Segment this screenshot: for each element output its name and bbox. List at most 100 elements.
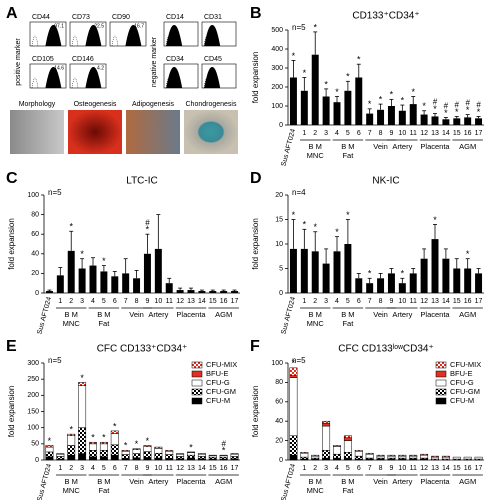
n-label: n=5	[292, 356, 306, 365]
bar-segment	[110, 433, 119, 446]
bar-segment	[176, 456, 185, 459]
x-tick-label: 16	[464, 298, 472, 305]
bar	[100, 271, 108, 293]
bar-segment	[333, 453, 341, 459]
bar	[45, 291, 53, 293]
legend-swatch	[191, 388, 203, 396]
group-label: B M	[97, 477, 110, 486]
significance: *	[433, 215, 437, 225]
bar-segment	[56, 456, 65, 460]
bar-segment	[56, 453, 65, 457]
x-tick-label: 7	[368, 465, 372, 472]
bar-segment	[187, 457, 195, 461]
bar-segment	[132, 449, 141, 454]
y-axis-label: fold expansion	[251, 386, 260, 438]
panel-letter: A	[6, 5, 18, 22]
bar-segment	[300, 451, 309, 454]
x-tick-label: 16	[464, 465, 472, 472]
significance: *	[455, 107, 459, 117]
x-tick-label: 12	[420, 130, 428, 137]
x-tick-label: 4	[335, 465, 339, 472]
bar-segment	[132, 448, 141, 450]
bar-segment	[45, 456, 54, 461]
bar-segment	[121, 450, 130, 452]
marker-name: CD34	[166, 56, 184, 63]
y-axis-label: fold expansion	[251, 52, 260, 104]
x-tick-label: 15	[209, 465, 217, 472]
x-tick-label: 8	[135, 298, 139, 305]
y-tick-label: 20	[275, 192, 283, 199]
bar	[453, 268, 461, 293]
x-tick-label: 7	[368, 130, 372, 137]
significance: *	[466, 105, 470, 115]
bar-segment	[89, 456, 97, 461]
histogram	[164, 66, 183, 88]
chart-title: CFC CD133⁺CD34⁺	[97, 344, 188, 355]
significance-hash: #	[221, 439, 226, 448]
bar-segment	[376, 455, 385, 459]
histogram	[70, 24, 102, 46]
bar-segment	[365, 453, 374, 459]
y-tick-label: 150	[27, 408, 39, 415]
x-tick-label: 12	[176, 298, 184, 305]
bar-segment	[322, 420, 331, 424]
bar	[300, 90, 308, 125]
group-label: Placenta	[176, 310, 206, 319]
significance: *	[390, 90, 394, 100]
bar-segment	[78, 382, 87, 386]
bar-segment	[89, 443, 97, 451]
bar-segment	[474, 456, 483, 460]
significance: *	[102, 256, 106, 266]
isotype	[203, 77, 211, 89]
bar-segment	[99, 441, 108, 445]
x-tick-label: 10	[154, 465, 162, 472]
group-label: AGM	[215, 310, 232, 319]
bar-segment	[78, 385, 87, 428]
y-tick-label: 60	[275, 399, 283, 406]
x-tick-label: Sus AFT024	[280, 128, 297, 167]
bar-segment	[387, 454, 396, 457]
x-tick-label: 12	[176, 465, 184, 472]
panel-letter: D	[250, 170, 262, 187]
significance: *	[303, 68, 307, 78]
x-tick-label: 9	[389, 465, 393, 472]
bar	[289, 248, 297, 293]
bar-segment	[322, 422, 331, 427]
n-label: n=5	[292, 23, 306, 32]
group-label: Artery	[392, 142, 412, 151]
bar	[431, 239, 439, 293]
bar-segment	[311, 454, 320, 457]
significance-hash: #	[465, 99, 470, 108]
legend-label: CFU-GM	[206, 387, 236, 396]
bar-segment	[343, 451, 352, 459]
group-label: B M	[341, 142, 354, 151]
significance-hash: #	[433, 98, 438, 107]
bar	[311, 251, 319, 293]
chart-title: CFC CD133ˡᵒʷCD34⁺	[338, 344, 433, 355]
bar-segment	[322, 457, 331, 461]
panel-letter: F	[250, 338, 260, 355]
bar-segment	[333, 457, 341, 461]
legend-swatch	[435, 379, 447, 387]
significance: *	[313, 222, 317, 232]
x-tick-label: 6	[113, 298, 117, 305]
bar	[420, 258, 428, 293]
group-sublabel: Fat	[342, 319, 354, 328]
x-tick-label: Sus AFT024	[280, 463, 297, 500]
bar	[133, 278, 141, 293]
image-caption: Adipogenesis	[132, 101, 175, 108]
group-label: B M	[341, 310, 354, 319]
image-morphology	[10, 110, 64, 154]
y-tick-label: 100	[27, 425, 39, 432]
x-tick-label: 14	[198, 298, 206, 305]
bar-segment	[289, 367, 298, 376]
histogram	[30, 66, 62, 88]
bar	[420, 114, 428, 125]
bar	[231, 291, 239, 293]
x-tick-label: 5	[346, 298, 350, 305]
significance: *	[189, 442, 193, 452]
x-tick-label: 9	[145, 465, 149, 472]
bar-segment	[165, 454, 174, 459]
x-tick-label: 13	[187, 465, 195, 472]
group-label: AGM	[215, 477, 232, 486]
